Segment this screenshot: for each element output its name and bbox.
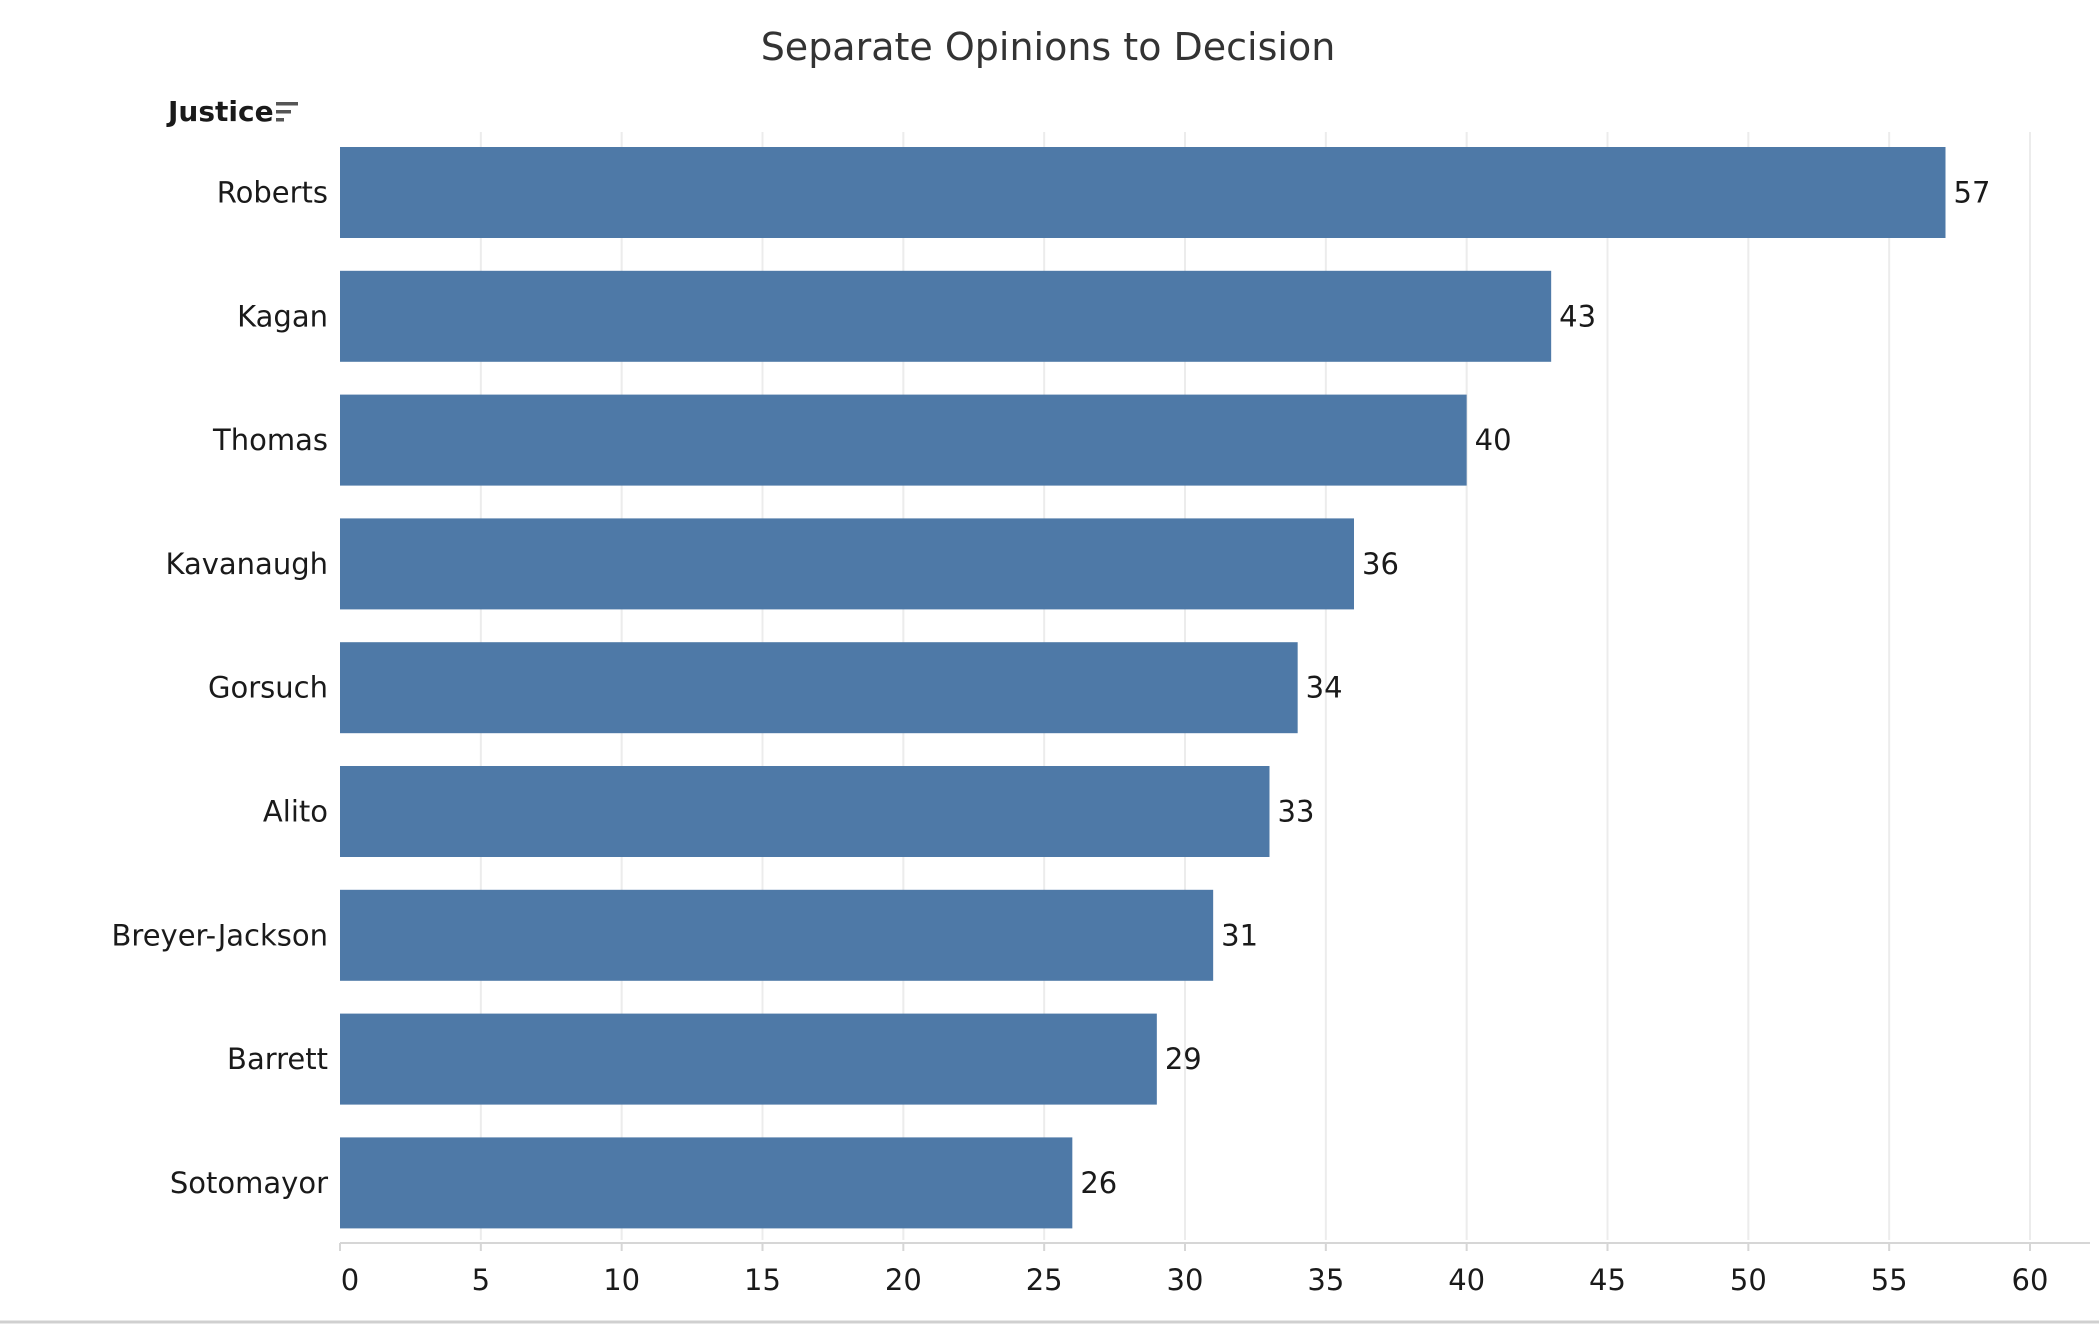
chart-title: Separate Opinions to Decision	[761, 25, 1336, 69]
category-label[interactable]: Kagan	[237, 299, 328, 333]
bars	[340, 147, 1946, 1229]
bar-barrett[interactable]	[340, 1013, 1157, 1105]
category-label[interactable]: Thomas	[212, 423, 328, 457]
data-label: 31	[1221, 918, 1258, 952]
data-labels: 57 43 40 36 34 33 31 29 26	[1080, 176, 1990, 1200]
x-tick-label: 45	[1589, 1263, 1626, 1297]
x-tick-label: 60	[2012, 1263, 2049, 1297]
data-label: 34	[1306, 671, 1343, 705]
x-tick-label: 50	[1730, 1263, 1767, 1297]
x-tick-label: 25	[1026, 1263, 1063, 1297]
data-label: 33	[1278, 795, 1315, 829]
category-label[interactable]: Kavanaugh	[165, 547, 328, 581]
row-field-header[interactable]: Justice	[166, 95, 298, 128]
data-label: 26	[1080, 1166, 1117, 1200]
x-tick-label: 55	[1871, 1263, 1908, 1297]
bar-alito[interactable]	[340, 766, 1270, 857]
bar-roberts[interactable]	[340, 147, 1946, 238]
x-tick-label: 0	[341, 1263, 359, 1297]
x-tick-label: 5	[472, 1263, 490, 1297]
category-label[interactable]: Alito	[263, 795, 328, 829]
data-label: 57	[1954, 176, 1991, 210]
bar-kavanaugh[interactable]	[340, 518, 1354, 610]
bar-breyer-jackson[interactable]	[340, 889, 1214, 981]
bar-thomas[interactable]	[340, 394, 1467, 486]
data-label: 29	[1165, 1042, 1202, 1076]
bar-kagan[interactable]	[340, 270, 1552, 362]
x-tick-label: 10	[603, 1263, 640, 1297]
x-tick-label: 40	[1448, 1263, 1485, 1297]
category-labels: Roberts Kagan Thomas Kavanaugh Gorsuch Alito B…	[112, 176, 329, 1200]
data-label: 40	[1475, 423, 1512, 457]
x-tick-label: 30	[1167, 1263, 1204, 1297]
sort-descending-icon[interactable]	[276, 102, 298, 122]
category-label[interactable]: Barrett	[227, 1042, 328, 1076]
category-label[interactable]: Breyer-Jackson	[112, 918, 328, 952]
x-tick-label: 35	[1307, 1263, 1344, 1297]
category-label[interactable]: Gorsuch	[208, 671, 328, 705]
category-label[interactable]: Sotomayor	[170, 1166, 328, 1200]
justice-field-label: Justice	[166, 95, 274, 128]
category-label[interactable]: Roberts	[217, 176, 328, 210]
data-label: 43	[1559, 299, 1596, 333]
data-label: 36	[1362, 547, 1399, 581]
x-tick-label: 15	[744, 1263, 781, 1297]
x-tick-label: 20	[885, 1263, 922, 1297]
bar-sotomayor[interactable]	[340, 1137, 1073, 1229]
bar-gorsuch[interactable]	[340, 642, 1298, 734]
x-axis: 0 5 10 15 20 25 30 35 40 45 50 55 60	[0, 1242, 2099, 1324]
